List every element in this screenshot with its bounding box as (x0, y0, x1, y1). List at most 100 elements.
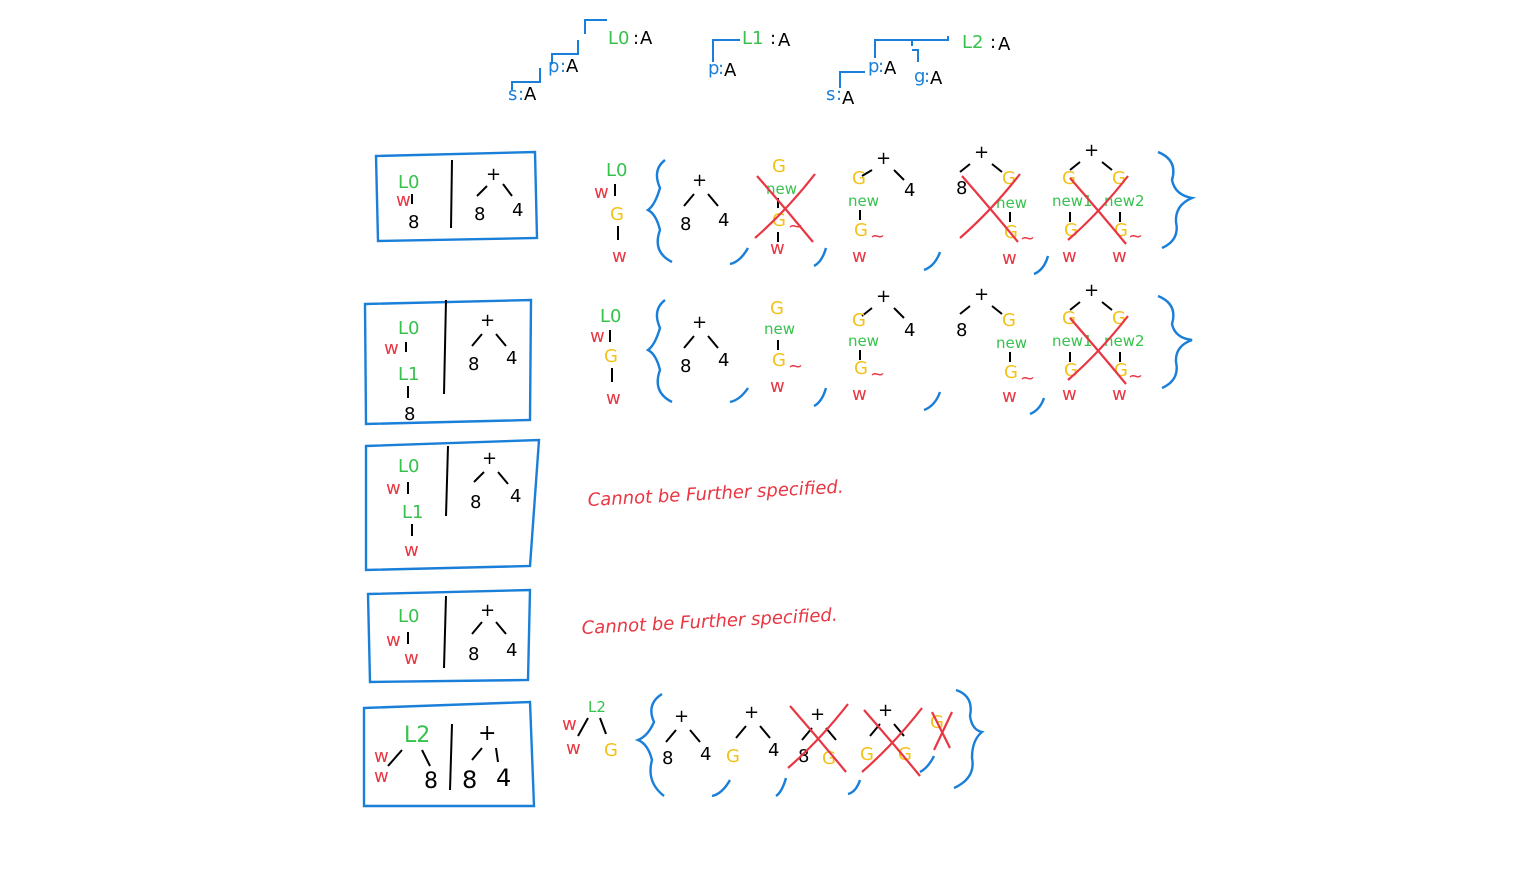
row-1: L0 w 8 + 8 4 L0 w G w + 8 4 G new (374, 140, 1197, 276)
row-2-c1-op: + (692, 312, 707, 333)
row-2-c5-g1: G (1062, 308, 1076, 329)
legend-l2-type: A (998, 34, 1011, 55)
row-3-pattern-top: L0 (398, 456, 419, 477)
row-2-target-left: 8 (468, 354, 479, 375)
row-3-box: L0 w L1 w + 8 4 (364, 438, 541, 572)
row-5-target-left: 8 (462, 766, 477, 794)
row-2-tree-root: L0 (600, 306, 621, 327)
row-3-pattern-sub: L1 (402, 502, 423, 523)
row-1-pattern-tree: L0 w G w (594, 160, 627, 267)
row-1-c4-left: 8 (956, 178, 967, 199)
row-2-c5-child1: G (1064, 360, 1078, 381)
row-1-box: L0 w 8 + 8 4 (374, 150, 539, 243)
svg-text::: : (518, 84, 524, 105)
row-2-c4-leaf: w (1002, 386, 1017, 407)
row-2-c3-tilde: ~ (870, 364, 885, 385)
row-1-candidate-3: + G 4 new G ~ w (848, 148, 915, 267)
row-1-candidate-set: + 8 4 G new G ~ w + G 4 new G ~ w (645, 140, 1197, 276)
row-1-c5-label2: new2 (1104, 192, 1145, 210)
row-2-c5-child2: G (1114, 360, 1128, 381)
row-2-candidate-4: + 8 G new G ~ w (956, 284, 1035, 407)
row-1-target-left: 8 (474, 204, 485, 225)
row-3-pattern-leaf: w (404, 540, 419, 561)
row-2-c3-right: 4 (904, 320, 915, 341)
legend-l2-tree: L2 : A p : A g : A s : A (826, 32, 1011, 109)
row-5-tree-right: G (604, 740, 618, 761)
legend-s2-name: s (826, 84, 835, 105)
row-1-c3-g: G (852, 168, 866, 189)
row-2-tree-child: G (604, 346, 618, 367)
row-1-c5-child1: G (1064, 220, 1078, 241)
row-1-c3-right: 4 (904, 180, 915, 201)
row-3-target-right: 4 (510, 486, 521, 507)
legend-s0-name: s (508, 84, 517, 105)
legend-p2-name: p (868, 56, 879, 77)
svg-text::: : (718, 58, 724, 79)
row-4-target-op: + (480, 600, 495, 621)
legend-g2-type: A (930, 68, 943, 89)
row-2-pattern-tree: L0 w G w (590, 306, 621, 409)
row-2-pattern-mid: w (384, 338, 399, 359)
row-5-c5-cross (931, 711, 953, 751)
legend-s2-type: A (842, 88, 855, 109)
row-1-pattern-leaf: 8 (408, 212, 419, 233)
row-1-c5-op: + (1084, 140, 1099, 161)
row-2-c4-op: + (974, 284, 989, 305)
row-1-pattern-top: L0 (398, 172, 419, 193)
row-1-c5-leaf1: w (1062, 246, 1077, 267)
legend-l1-tree: L1 : A p : A (708, 28, 791, 81)
row-2-c4-label: new (996, 334, 1027, 352)
row-1-tree-child: G (610, 204, 624, 225)
legend-g2-name: g (914, 66, 925, 87)
row-4-box: L0 w w + 8 4 (366, 588, 532, 684)
row-2-candidate-5: + G G new1 new2 G G ~ w w (1052, 280, 1145, 405)
row-1-c5-leaf2: w (1112, 246, 1127, 267)
row-1-candidate-2: G new G ~ w (753, 156, 817, 259)
type-legend: L0 : A p : A s : A L1 : A p : A L2 : A p… (508, 19, 1011, 109)
row-1-c1-op: + (692, 170, 707, 191)
row-5-pattern-w1: w (374, 746, 389, 767)
row-5-c3-left: 8 (798, 746, 809, 767)
row-2-candidate-3: + G 4 new G ~ w (848, 286, 915, 405)
row-2-c4-tilde: ~ (1020, 368, 1035, 389)
row-3: L0 w L1 w + 8 4 Cannot be Further specif… (364, 438, 844, 572)
row-5-target-right: 4 (496, 764, 511, 792)
row-5-c4-right: G (898, 744, 912, 765)
row-1-c4-label: new (996, 194, 1027, 212)
row-1-c5-label1: new1 (1052, 192, 1093, 210)
row-2-c1-right: 4 (718, 350, 729, 371)
row-2-c2-leaf: w (770, 376, 785, 397)
svg-text::: : (836, 84, 842, 105)
row-1-c3-leaf: w (852, 246, 867, 267)
row-2-c2-tilde: ~ (788, 356, 803, 377)
row-5-candidate-3: + 8 G (786, 702, 850, 774)
row-2-c4-g: G (1002, 310, 1016, 331)
row-5-c3-right: G (822, 748, 836, 769)
row-5-c2-left: G (726, 746, 740, 767)
row-1-c3-label: new (848, 192, 879, 210)
row-1-c4-leaf: w (1002, 248, 1017, 269)
row-1-c2-leaf: w (770, 238, 785, 259)
row-1-pattern-mid: w (396, 190, 411, 211)
row-1-candidate-5: + G G new1 new2 G G ~ w w (1052, 140, 1145, 267)
svg-text::: : (560, 56, 566, 77)
row-2-c2-child: G (772, 350, 786, 371)
row-3-note: Cannot be Further specified. (587, 477, 844, 511)
row-1-tree-edge: w (594, 182, 609, 203)
row-5-c1-left: 8 (662, 748, 673, 769)
row-2-candidate-2: G new G ~ w (764, 298, 803, 397)
row-1-c4-g: G (1002, 168, 1016, 189)
row-2-tree-edge: w (590, 326, 605, 347)
row-2-c5-tilde: ~ (1128, 366, 1143, 387)
row-3-target-op: + (482, 448, 497, 469)
row-1-c1-right: 4 (718, 210, 729, 231)
row-2-c1-left: 8 (680, 356, 691, 377)
row-2-c5-leaf2: w (1112, 384, 1127, 405)
row-2-box: L0 w L1 8 + 8 4 (363, 298, 533, 426)
row-5-candidate-5: G (930, 711, 953, 751)
row-4-target-right: 4 (506, 640, 517, 661)
svg-text::: : (878, 56, 884, 77)
row-1-tree-leaf: w (612, 246, 627, 267)
row-1-c4-op: + (974, 142, 989, 163)
row-1-c4-tilde: ~ (1020, 228, 1035, 249)
